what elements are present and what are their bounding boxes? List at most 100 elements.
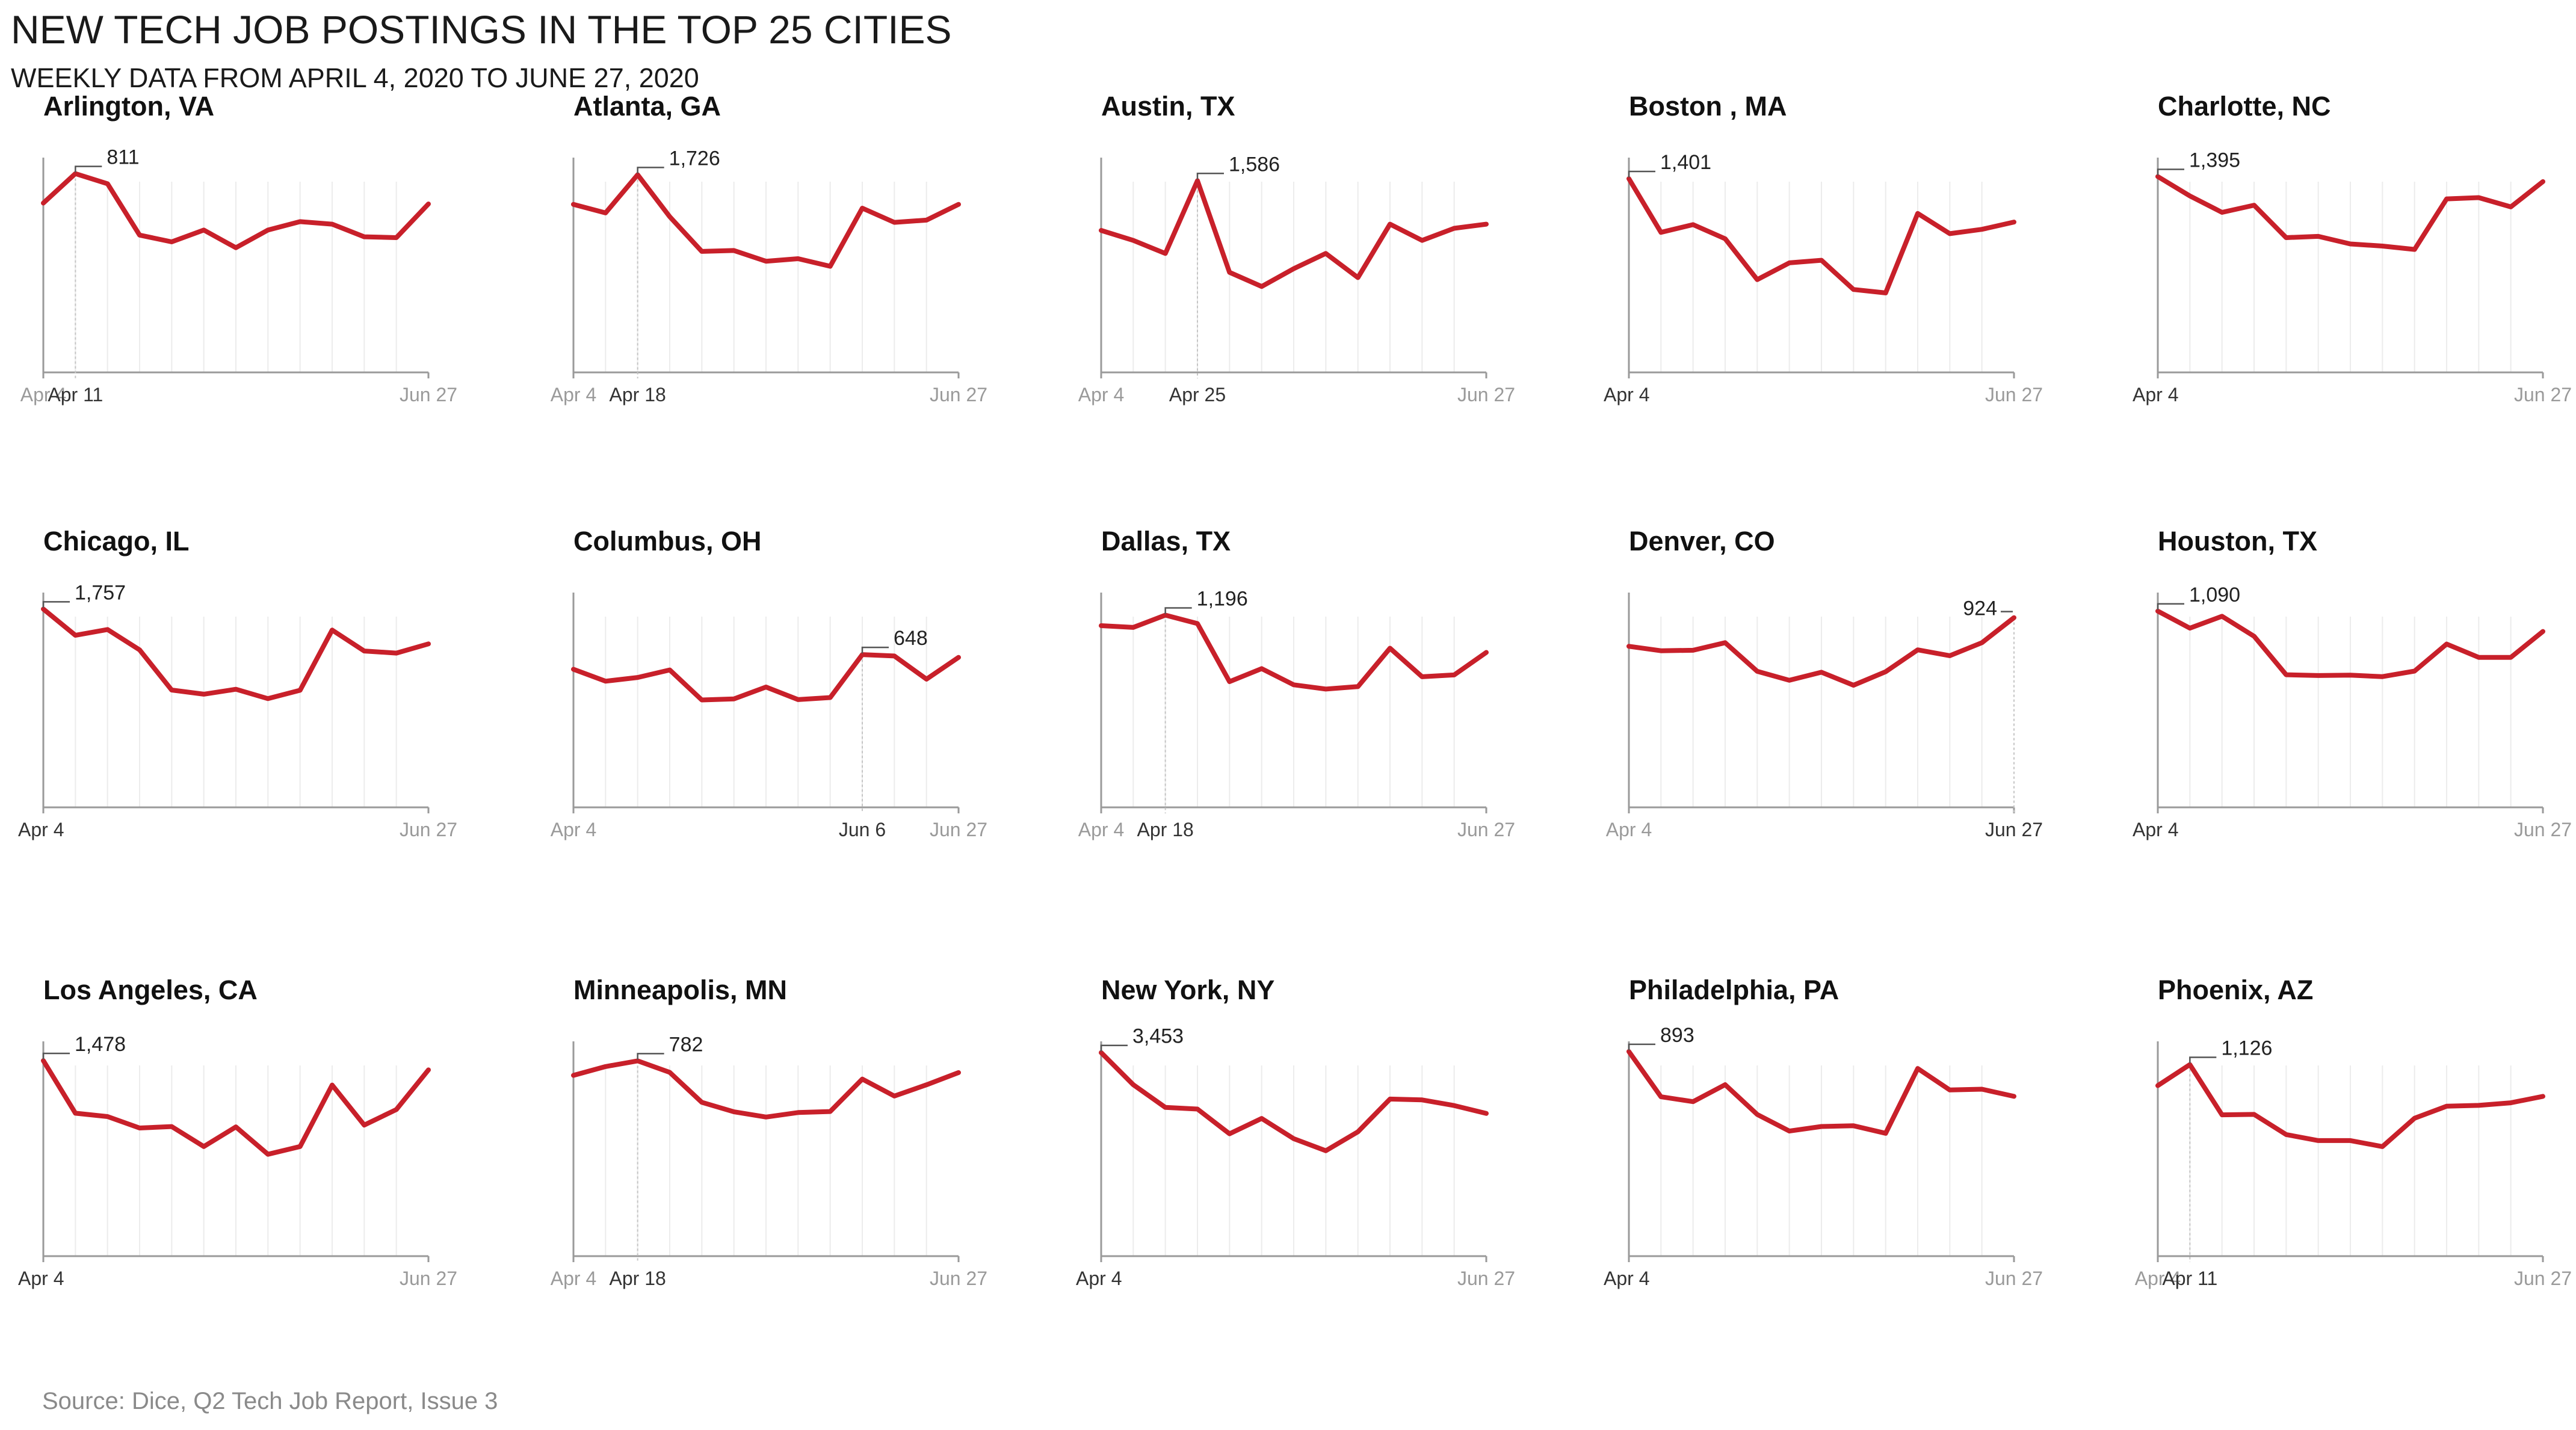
x-tick-label-peak: Apr 11: [2162, 1268, 2217, 1289]
x-tick-label-start: Apr 4: [551, 1268, 596, 1289]
x-tick-label-start: Apr 4: [1604, 1268, 1649, 1289]
peak-value-label: 1,126: [2221, 1037, 2272, 1060]
series-line: [41, 1058, 431, 1157]
x-tick-label-end: Jun 27: [1457, 819, 1515, 840]
peak-value-label: 3,453: [1132, 1025, 1184, 1048]
x-tick-label-end: Jun 27: [2514, 1268, 2572, 1289]
callout-leader-line: [637, 1053, 664, 1060]
peak-value-label: 1,196: [1197, 587, 1248, 610]
x-tick-label-start: Apr 4: [1078, 384, 1124, 405]
callout-leader-line: [1164, 607, 1192, 614]
x-tick-label-end: Jun 27: [2514, 819, 2572, 840]
x-tick-label-peak: Jun 27: [1985, 819, 2043, 840]
series-line: [1626, 176, 2016, 295]
peak-value-label: 893: [1660, 1024, 1694, 1047]
peak-value-label: 1,478: [75, 1033, 126, 1056]
callout-leader-line: [1628, 1043, 1655, 1050]
x-tick-label-start: Apr 4: [18, 819, 64, 840]
city-chart-title: Dallas, TX: [1101, 526, 1231, 556]
series-line: [571, 172, 961, 269]
x-tick-label-start: Apr 4: [551, 819, 596, 840]
city-chart-title: Houston, TX: [2158, 526, 2317, 556]
peak-value-label: 1,586: [1229, 153, 1280, 176]
city-chart-panel: Philadelphia, PA 893 Apr 4 Jun 27: [1604, 975, 2043, 1289]
city-chart-title: Boston , MA: [1629, 91, 1787, 122]
city-chart-panel: Columbus, OH 648 Apr 4 Jun 6 Jun 27: [551, 526, 987, 840]
page-subtitle: WEEKLY DATA FROM APRIL 4, 2020 TO JUNE 2…: [11, 63, 699, 93]
city-chart-title: Minneapolis, MN: [573, 975, 787, 1005]
x-tick-label-end: Jun 27: [400, 819, 457, 840]
x-tick-label-start: Apr 4: [2133, 384, 2178, 405]
x-tick-label-peak: Apr 18: [1137, 819, 1194, 840]
x-tick-label-end: Jun 27: [1985, 384, 2043, 405]
series-line: [1099, 178, 1489, 289]
peak-value-label: 1,757: [75, 581, 126, 604]
x-tick-label-start: Apr 4: [18, 1268, 64, 1289]
series-line: [1099, 1050, 1489, 1153]
city-chart-panel: Minneapolis, MN 782 Apr 4 Apr 18 Jun 27: [551, 975, 987, 1289]
city-chart-panel: Boston , MA 1,401 Apr 4 Jun 27: [1604, 91, 2043, 405]
x-tick-label-start: Apr 4: [20, 384, 66, 405]
x-tick-label-end: Jun 27: [1985, 1268, 2043, 1289]
city-chart-panel: New York, NY 3,453 Apr 4 Jun 27: [1076, 975, 1515, 1289]
peak-value-label: 1,401: [1660, 151, 1711, 174]
x-tick-label-start: Apr 4: [1606, 819, 1652, 840]
callout-leader-line: [2157, 603, 2184, 610]
x-tick-label-end: Jun 27: [930, 1268, 987, 1289]
x-tick-label-peak: Jun 6: [839, 819, 886, 840]
city-chart-panel: Houston, TX 1,090 Apr 4 Jun 27: [2133, 526, 2572, 840]
city-chart-panel: Los Angeles, CA 1,478 Apr 4 Jun 27: [18, 975, 457, 1289]
callout-leader-line: [2189, 1056, 2217, 1064]
x-tick-label-end: Jun 27: [930, 819, 987, 840]
series-line: [1626, 615, 2016, 688]
x-tick-label-start: Apr 4: [2135, 1268, 2181, 1289]
x-tick-label-start: Apr 4: [2133, 819, 2178, 840]
city-chart-panel: Charlotte, NC 1,395 Apr 4 Jun 27: [2133, 91, 2572, 405]
x-tick-label-start: Apr 4: [1604, 384, 1649, 405]
callout-leader-line: [861, 646, 889, 654]
page-title: NEW TECH JOB POSTINGS IN THE TOP 25 CITI…: [11, 7, 952, 52]
x-tick-label-peak: Apr 25: [1169, 384, 1226, 405]
series-line: [1626, 1049, 2016, 1136]
peak-value-label: 1,090: [2189, 584, 2240, 606]
x-tick-label-end: Jun 27: [1457, 384, 1515, 405]
city-chart-title: New York, NY: [1101, 975, 1274, 1005]
callout-leader-line: [637, 167, 664, 174]
city-chart-panel: Austin, TX 1,586 Apr 4 Apr 25 Jun 27: [1078, 91, 1515, 405]
x-tick-label-start: Apr 4: [1078, 819, 1124, 840]
x-tick-label-end: Jun 27: [400, 384, 457, 405]
x-tick-label-peak: Apr 11: [48, 384, 103, 405]
series-line: [571, 1058, 961, 1120]
series-line: [2155, 608, 2545, 679]
callout-leader-line: [1628, 170, 1655, 177]
city-chart-title: Denver, CO: [1629, 526, 1775, 556]
city-chart-title: Los Angeles, CA: [43, 975, 258, 1005]
city-chart-panel: Denver, CO 924 Apr 4 Jun 27: [1606, 526, 2043, 840]
series-line: [571, 652, 961, 703]
peak-value-label: 811: [107, 146, 139, 169]
series-line: [1099, 612, 1489, 692]
series-line: [2155, 1062, 2545, 1149]
x-tick-label-peak: Apr 18: [610, 1268, 666, 1289]
city-chart-panel: Dallas, TX 1,196 Apr 4 Apr 18 Jun 27: [1078, 526, 1515, 840]
peak-value-label: 782: [669, 1033, 703, 1056]
peak-value-label: 1,726: [669, 147, 720, 170]
peak-value-label: 648: [894, 627, 928, 650]
city-chart-title: Atlanta, GA: [573, 91, 721, 122]
callout-leader-line: [42, 601, 70, 608]
series-line: [41, 171, 431, 250]
city-chart-panel: Atlanta, GA 1,726 Apr 4 Apr 18 Jun 27: [551, 91, 987, 405]
callout-leader-line: [2157, 168, 2184, 176]
peak-value-label: 924: [1963, 597, 1997, 620]
city-chart-title: Columbus, OH: [573, 526, 762, 556]
series-line: [41, 606, 431, 701]
x-tick-label-start: Apr 4: [1076, 1268, 1122, 1289]
callout-leader-line: [42, 1052, 70, 1060]
callout-leader-line: [75, 165, 102, 173]
callout-leader-line: [1196, 173, 1224, 180]
x-tick-label-end: Jun 27: [1457, 1268, 1515, 1289]
peak-value-label: 1,395: [2189, 149, 2240, 172]
